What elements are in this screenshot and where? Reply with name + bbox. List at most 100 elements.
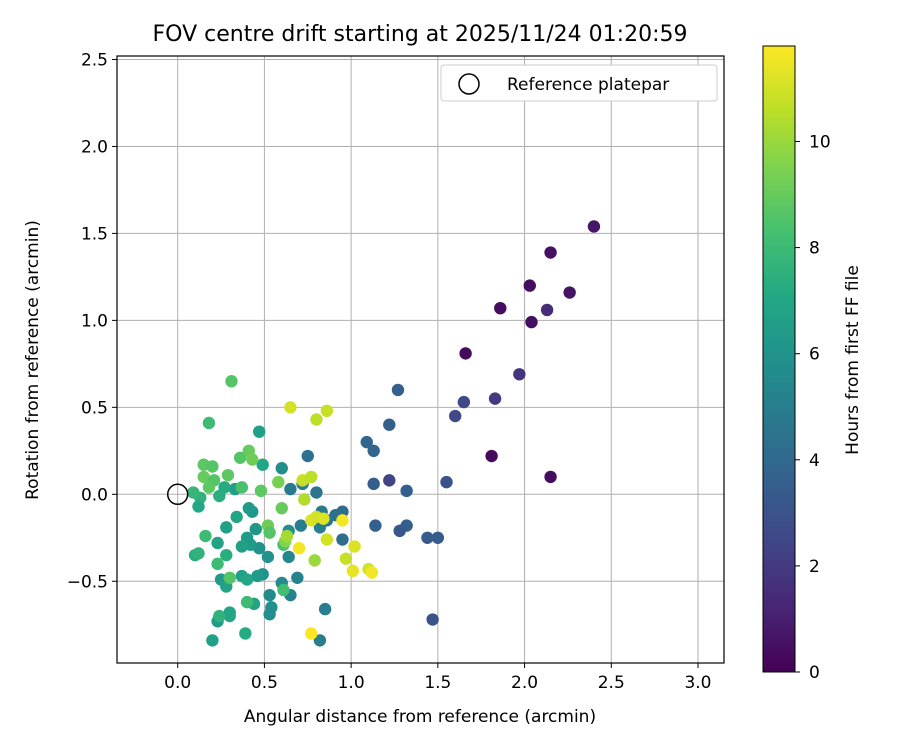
data-point [440, 475, 453, 489]
data-point [261, 550, 275, 564]
data-point [223, 609, 236, 623]
y-tick-label: 0.0 [81, 485, 108, 505]
data-point [317, 512, 330, 525]
data-point [239, 627, 252, 640]
data-point [336, 533, 349, 546]
colorbar-tick-label: 8 [809, 239, 820, 259]
data-point [383, 418, 396, 431]
data-point [211, 557, 224, 571]
data-point [301, 449, 314, 463]
y-axis-ticks: −0.5 0.0 0.5 1.0 1.5 2.0 2.5 [67, 50, 117, 592]
y-tick-label: 2.5 [81, 50, 108, 70]
data-point [320, 533, 334, 546]
data-point [197, 470, 210, 484]
chart-title: FOV centre drift starting at 2025/11/24 … [153, 22, 688, 47]
data-point [272, 475, 285, 489]
data-point [544, 470, 557, 484]
data-point [336, 514, 349, 527]
data-points [187, 220, 601, 647]
data-point [240, 595, 254, 609]
colorbar-tick-label: 4 [809, 451, 820, 471]
data-point [246, 453, 259, 466]
data-point [202, 416, 216, 430]
x-axis-label: Angular distance from reference (arcmin) [244, 707, 596, 727]
data-point [298, 493, 311, 506]
data-point [544, 246, 557, 259]
data-point [339, 552, 353, 565]
data-point [213, 609, 226, 623]
data-point [459, 347, 472, 360]
data-point [263, 608, 276, 621]
data-point [305, 470, 318, 484]
y-tick-label: 1.0 [81, 311, 108, 331]
data-point [253, 425, 266, 438]
data-point [220, 521, 233, 534]
colorbar-tick-label: 2 [809, 557, 820, 577]
colorbar-tick-label: 6 [809, 345, 820, 365]
x-tick-label: 2.0 [511, 673, 538, 693]
data-point [431, 531, 445, 544]
data-point [294, 519, 308, 532]
data-point [367, 477, 380, 491]
data-point [393, 524, 406, 538]
data-point [318, 602, 332, 616]
data-point [211, 536, 224, 550]
data-point [206, 460, 219, 473]
data-point [346, 564, 360, 578]
data-point [563, 286, 576, 299]
colorbar-gradient [762, 45, 796, 673]
data-point [540, 303, 554, 317]
x-tick-label: 2.5 [598, 673, 625, 693]
data-point [369, 519, 382, 532]
colorbar-tick-label: 0 [809, 663, 820, 683]
data-point [400, 484, 413, 498]
data-point [485, 449, 498, 463]
data-point [187, 486, 200, 499]
colorbar-ticks: 0 2 4 6 8 10 [795, 132, 831, 683]
data-point [348, 540, 361, 553]
data-point [310, 413, 323, 426]
x-tick-label: 1.0 [338, 673, 365, 693]
y-tick-label: 2.0 [81, 137, 108, 157]
data-point [213, 489, 226, 503]
legend: Reference platepar [440, 64, 718, 102]
data-point [282, 550, 295, 564]
data-point [284, 482, 297, 496]
x-tick-label: 0.5 [251, 673, 278, 693]
data-point [206, 634, 219, 647]
colorbar-label: Hours from first FF file [843, 265, 863, 455]
data-point [280, 529, 294, 543]
grid-lines [117, 56, 724, 663]
data-point [313, 634, 327, 647]
data-point [263, 588, 276, 602]
data-point [310, 486, 323, 499]
data-point [192, 547, 205, 560]
data-point [221, 468, 235, 482]
data-point [263, 526, 276, 539]
data-point [277, 583, 290, 597]
colorbar: 0 2 4 6 8 10 Hours from first FF file [762, 45, 863, 683]
data-point [367, 444, 380, 458]
data-point [249, 522, 262, 536]
data-point [391, 383, 405, 397]
data-point [360, 435, 373, 449]
legend-marker [458, 73, 480, 95]
data-point [488, 392, 502, 405]
data-point [254, 484, 268, 498]
data-point [240, 573, 254, 586]
data-point [220, 548, 233, 562]
data-point [275, 462, 288, 475]
plot-frame [116, 55, 725, 664]
data-point [251, 569, 264, 583]
x-axis-ticks: 0.0 0.5 1.0 1.5 2.0 2.5 3.0 [164, 663, 712, 693]
data-point [426, 613, 439, 626]
data-point [320, 404, 334, 418]
data-point [292, 542, 306, 555]
data-point [223, 571, 236, 584]
y-tick-label: 1.5 [81, 224, 108, 244]
data-point [199, 529, 212, 543]
data-point [256, 458, 269, 471]
data-point [448, 409, 462, 423]
y-tick-label: 0.5 [81, 398, 108, 418]
data-point [308, 554, 321, 567]
